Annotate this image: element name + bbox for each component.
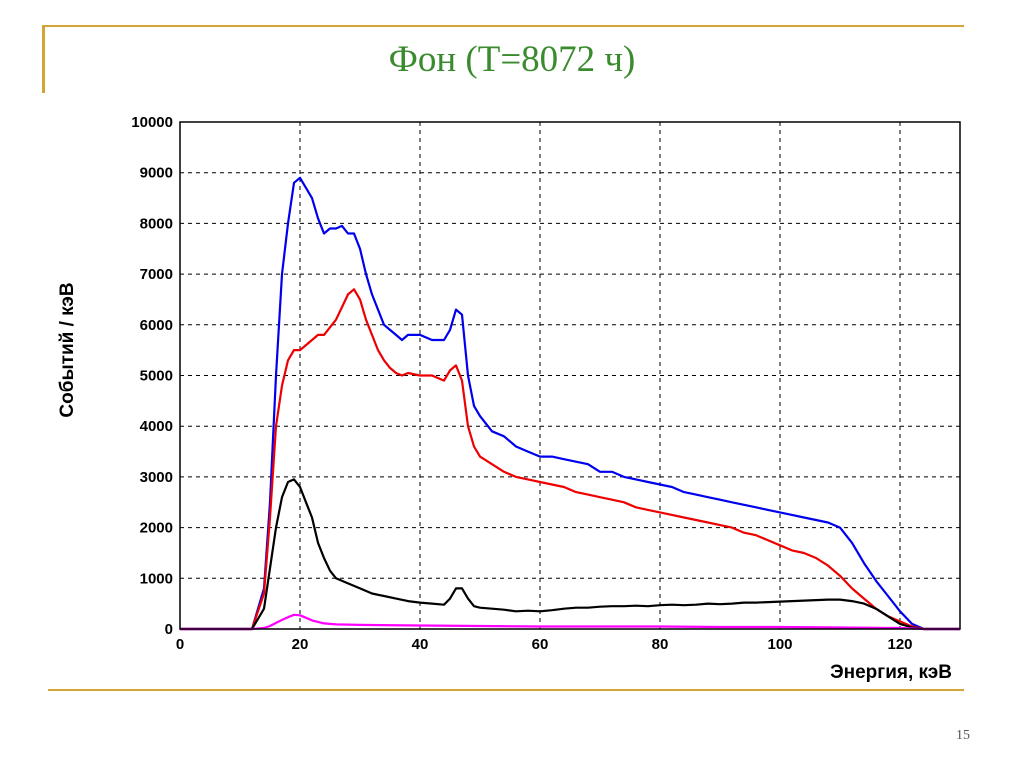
x-tick-label: 0 bbox=[176, 636, 184, 653]
x-tick-label: 80 bbox=[652, 636, 669, 653]
decorative-top-line bbox=[42, 25, 964, 27]
y-tick-labels: 0 1000 2000 3000 4000 5000 6000 7000 8000 9000 100… bbox=[131, 114, 173, 638]
y-tick-label: 7000 bbox=[140, 266, 173, 283]
series-line-4 bbox=[180, 613, 960, 631]
x-axis-label: Энергия, кэВ bbox=[830, 662, 952, 683]
series-line-2 bbox=[180, 288, 960, 631]
series-line-1 bbox=[180, 176, 960, 631]
y-tick-label: 0 bbox=[165, 621, 173, 638]
x-tick-label: 20 bbox=[292, 636, 309, 653]
y-axis-label: Событий / кэВ bbox=[57, 282, 78, 417]
x-tick-label: 60 bbox=[532, 636, 549, 653]
x-tick-label: 100 bbox=[767, 636, 792, 653]
x-tick-label: 120 bbox=[887, 636, 912, 653]
x-tick-labels: 0 20 40 60 80 100 120 bbox=[176, 636, 913, 653]
chart-grid bbox=[180, 122, 960, 629]
x-tick-label: 40 bbox=[412, 636, 429, 653]
slide-title: Фон (Т=8072 ч) bbox=[388, 39, 636, 80]
y-tick-label: 9000 bbox=[140, 165, 173, 182]
y-tick-label: 10000 bbox=[131, 114, 173, 131]
y-tick-label: 5000 bbox=[140, 368, 173, 385]
y-tick-label: 3000 bbox=[140, 469, 173, 486]
decorative-bottom-line bbox=[48, 689, 964, 691]
decorative-left-line bbox=[42, 25, 45, 93]
y-tick-label: 4000 bbox=[140, 418, 173, 435]
plot-frame bbox=[179, 121, 961, 630]
y-tick-label: 6000 bbox=[140, 317, 173, 334]
y-tick-label: 1000 bbox=[140, 570, 173, 587]
chart-series bbox=[180, 176, 960, 631]
y-tick-label: 2000 bbox=[140, 520, 173, 537]
y-tick-label: 8000 bbox=[140, 215, 173, 232]
series-line-3 bbox=[180, 478, 960, 631]
page-number: 15 bbox=[956, 728, 970, 743]
